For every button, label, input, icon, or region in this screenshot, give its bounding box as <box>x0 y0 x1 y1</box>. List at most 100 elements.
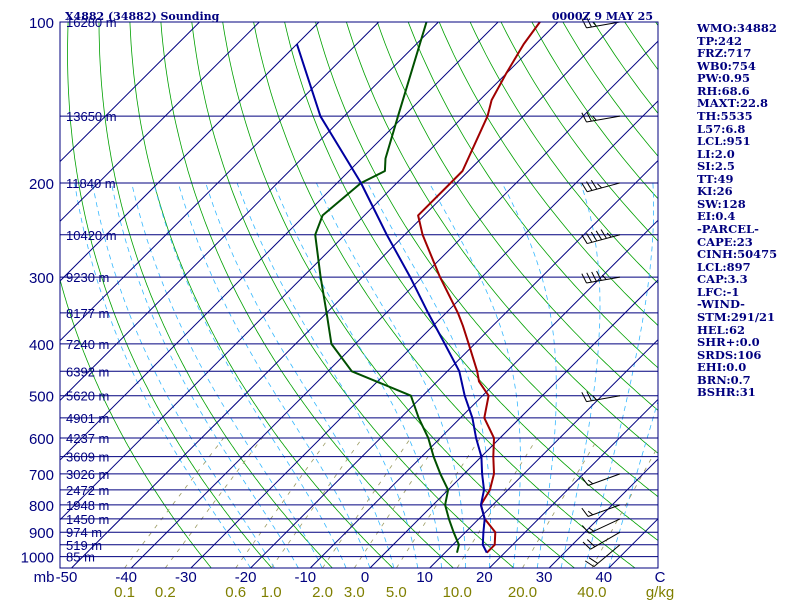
temperature-tick-label: -40 <box>115 569 137 586</box>
index-line: FRZ:717 <box>697 46 752 61</box>
isotherm <box>60 22 559 521</box>
pressure-tick-label: 500 <box>29 389 54 406</box>
mixing-ratio-line <box>164 437 263 568</box>
mixing-ratio-line <box>322 437 412 568</box>
index-line: WB0:754 <box>697 58 756 73</box>
isotherm <box>60 22 380 342</box>
moist-adiabat <box>236 182 419 568</box>
dry-adiabat <box>160 22 454 568</box>
pressure-tick-label: 700 <box>29 467 54 484</box>
pressure-tick-label: 800 <box>29 498 54 515</box>
isotherm <box>60 22 499 461</box>
dry-adiabat <box>469 22 658 284</box>
mixing-ratio-tick-label: 0.1 <box>114 584 135 600</box>
height-label: 8177 m <box>66 306 109 321</box>
valid-time: 0000Z 9 MAY 25 <box>552 10 653 23</box>
index-line: L57:6.8 <box>697 121 746 136</box>
index-line: TT:49 <box>697 171 734 186</box>
parcel-trace <box>295 43 488 554</box>
wind-barb <box>581 473 621 486</box>
isotherm <box>489 398 658 568</box>
height-label: 5620 m <box>66 389 109 404</box>
temperature-tick-label: 30 <box>536 569 553 586</box>
temperature-tick-label: 0 <box>361 569 369 586</box>
height-label: 13650 m <box>66 109 117 124</box>
index-line: CAPE:23 <box>697 234 753 249</box>
temperature-tick-label: -20 <box>235 569 257 586</box>
isotherm <box>369 279 658 568</box>
wind-barb <box>581 229 621 245</box>
temperature-tick-label: -30 <box>175 569 197 586</box>
temperature-tick-label: 10 <box>416 569 433 586</box>
moist-adiabat <box>131 182 323 568</box>
mixing-ratio-tick-label: 10.0 <box>443 584 472 600</box>
index-line: LFC:-1 <box>697 284 740 299</box>
moist-adiabat <box>560 182 601 568</box>
isotherm <box>548 458 658 568</box>
moist-adiabat <box>92 182 275 568</box>
isotherm <box>60 22 320 282</box>
dry-adiabat <box>315 22 658 498</box>
wind-barbs <box>581 17 621 568</box>
index-line: SHR+:0.0 <box>697 335 760 350</box>
wind-barb <box>581 504 621 517</box>
index-line: BRN:0.7 <box>697 372 751 387</box>
index-line: CAP:3.3 <box>697 272 748 287</box>
height-label: 6392 m <box>66 364 109 379</box>
index-line: BSHR:31 <box>697 385 756 400</box>
dry-adiabat <box>438 22 658 327</box>
mixing-ratio-tick-label: 40.0 <box>577 584 606 600</box>
wind-barb <box>581 180 621 193</box>
index-line: KI:26 <box>697 184 733 199</box>
mixing-ratio-line <box>270 437 363 568</box>
height-label: 85 m <box>66 550 95 565</box>
wind-barb <box>581 518 621 534</box>
moist-adiabat <box>153 182 347 568</box>
index-line: TH:5535 <box>697 108 753 123</box>
index-line: TP:242 <box>697 33 743 48</box>
index-line: EI:0.4 <box>697 209 736 224</box>
dewpoint-trace <box>314 22 460 553</box>
index-line: LCL:897 <box>697 259 751 274</box>
index-line: SW:128 <box>697 196 746 211</box>
mixing-ratio-line <box>591 445 658 568</box>
moist-adiabat <box>428 182 521 568</box>
mixing-ratio-tick-label: 0.6 <box>225 584 246 600</box>
height-label: 10420 m <box>66 228 117 243</box>
mixing-ratio-tick-label: 0.2 <box>155 584 176 600</box>
dry-adiabat <box>407 22 658 369</box>
moist-adiabat <box>316 182 466 568</box>
height-label: 9230 m <box>66 270 109 285</box>
index-line: RH:68.6 <box>697 83 750 98</box>
pressure-tick-label: 1000 <box>21 550 54 567</box>
height-label: 3026 m <box>66 467 109 482</box>
height-label: 519 m <box>66 538 102 553</box>
plot-frame <box>59 21 659 569</box>
height-label: 16280 m <box>66 15 117 30</box>
isotherm <box>60 22 260 223</box>
isotherm <box>309 219 658 568</box>
dry-adiabat <box>284 22 658 542</box>
pressure-tick-label: 100 <box>29 15 54 32</box>
mixing-ratio-tick-label: 1.0 <box>261 584 282 600</box>
moist-adiabat <box>501 182 557 568</box>
index-line: CINH:50475 <box>697 247 778 262</box>
wind-barb <box>584 544 621 568</box>
index-line: WMO:34882 <box>697 21 777 35</box>
temperature-tick-label: -50 <box>56 569 78 586</box>
pressure-tick-label: 200 <box>29 176 54 193</box>
isotherm <box>190 100 658 568</box>
isotherm <box>60 22 439 402</box>
pressure-tick-label: 300 <box>29 270 54 287</box>
wind-barb <box>582 531 621 550</box>
isotherm <box>60 22 200 163</box>
moist-adiabat <box>367 182 491 568</box>
height-label: 2472 m <box>66 483 109 498</box>
index-line: SRDS:106 <box>697 347 762 362</box>
index-line: MAXT:22.8 <box>697 96 768 111</box>
mixing-ratio-line <box>396 437 481 568</box>
pressure-tick-label: 400 <box>29 337 54 354</box>
pressure-tick-label: 600 <box>29 431 54 448</box>
